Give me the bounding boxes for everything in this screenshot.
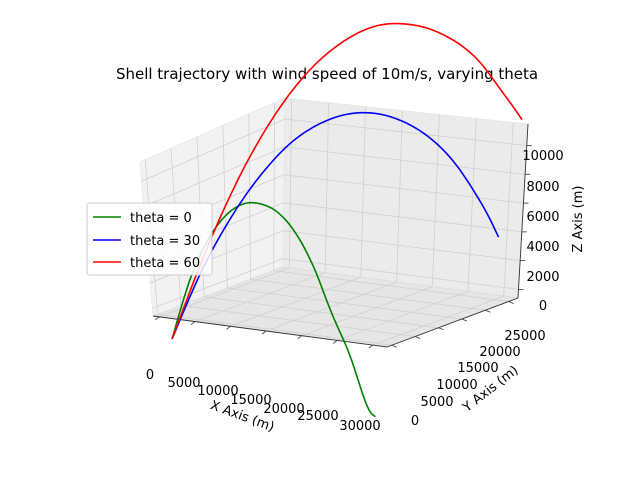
floor-grid-x-25000 <box>337 291 469 341</box>
floor-grid-y-5000 <box>180 305 416 337</box>
legend: theta = 0 theta = 30 theta = 60 <box>86 202 213 276</box>
floor-grid-y-15000 <box>227 287 462 320</box>
y-tick-2 <box>438 327 444 331</box>
y-tick-5 <box>508 301 514 304</box>
left-wall-grid-z-8000 <box>143 146 285 207</box>
legend-label-theta-0: theta = 0 <box>130 211 192 226</box>
floor-grid-x-30000 <box>372 295 504 346</box>
floor-grid-y-25000 <box>273 270 509 302</box>
wall-grid-x-30000 <box>503 122 514 297</box>
back-wall-grid-z-10000 <box>284 118 527 146</box>
legend-label-theta-60: theta = 60 <box>130 256 200 271</box>
back-wall-grid-z-4000 <box>283 202 522 233</box>
x-tick-0 <box>155 316 160 321</box>
floor-grid-x-20000 <box>301 286 433 337</box>
y-tick-label-4: 20000 <box>479 345 520 360</box>
x-tick-label-0: 0 <box>146 368 154 383</box>
y-tick-4 <box>485 309 491 313</box>
wall-grid-x-25000 <box>467 118 477 292</box>
left-wall-grid-z-0 <box>152 258 284 309</box>
floor-grid-y-20000 <box>250 278 486 311</box>
z-tick-label-4: 8000 <box>526 180 559 195</box>
x-tick-3 <box>261 330 267 335</box>
z-tick-label-0: 0 <box>539 299 547 314</box>
chart-title: Shell trajectory with wind speed of 10m/… <box>116 65 538 83</box>
floor-grid-y-0 <box>157 313 392 346</box>
y-tick-label-3: 15000 <box>457 361 498 376</box>
back-wall-grid-z-2000 <box>283 230 521 261</box>
y-tick-1 <box>414 336 421 339</box>
wall-grid-x-0 <box>289 98 292 268</box>
wall-grid-x-10000 <box>360 106 366 278</box>
legend-box <box>86 202 213 276</box>
floor-grid-y-10000 <box>204 296 439 329</box>
z-axis-label: Z Axis (m) <box>571 186 586 253</box>
wall-grid-x-20000 <box>431 114 440 287</box>
z-tick-label-1: 2000 <box>526 270 559 285</box>
wall-grid-x-15000 <box>396 110 403 283</box>
y-pane <box>282 97 529 299</box>
x-tick-1 <box>190 321 196 325</box>
x-tick-6 <box>368 344 374 349</box>
x-tick-label-3: 15000 <box>230 393 271 408</box>
z-tick-label-2: 4000 <box>526 240 559 255</box>
chart-title-group: Shell trajectory with wind speed of 10m/… <box>116 65 538 83</box>
y-tick-3 <box>461 318 468 322</box>
wall-grid-y-20000 <box>248 113 251 280</box>
x-tick-label-5: 25000 <box>297 409 338 424</box>
floor-grid-x-5000 <box>194 272 326 322</box>
legend-label-theta-30: theta = 30 <box>130 234 200 249</box>
y-tick-label-1: 5000 <box>420 395 453 410</box>
x-tick-4 <box>297 335 302 340</box>
wall-grid-y-25000 <box>273 102 276 271</box>
z-tick-label-3: 6000 <box>526 210 559 225</box>
x-tick-label-6: 30000 <box>339 419 380 434</box>
left-wall-grid-z-10000 <box>141 118 285 182</box>
y-tick-label-0: 0 <box>411 414 419 429</box>
y-tick-0 <box>391 344 397 348</box>
back-wall-grid-z-0 <box>283 258 519 290</box>
series-line-theta-60 <box>171 22 523 340</box>
floor-grid-x-15000 <box>265 281 397 332</box>
x-tick-label-1: 5000 <box>167 376 200 391</box>
floor-grid-x-10000 <box>230 276 362 327</box>
wall-grid-x-5000 <box>324 102 329 273</box>
z-axis-line <box>517 123 529 299</box>
back-wall-grid-z-6000 <box>284 174 524 204</box>
x-tick-label-2: 10000 <box>197 384 238 399</box>
y-tick-label-5: 25000 <box>504 329 545 344</box>
x-tick-label-4: 20000 <box>263 402 304 417</box>
back-wall-grid-z-8000 <box>284 146 526 175</box>
series-line-theta-30 <box>171 111 500 340</box>
z-tick-label-5: 10000 <box>522 149 563 164</box>
grid-lines <box>141 98 527 346</box>
x-tick-5 <box>332 340 338 344</box>
y-axis-line <box>386 297 519 348</box>
x-tick-2 <box>226 325 231 330</box>
x-axis-line <box>152 315 388 348</box>
y-tick-label-2: 10000 <box>436 378 477 393</box>
